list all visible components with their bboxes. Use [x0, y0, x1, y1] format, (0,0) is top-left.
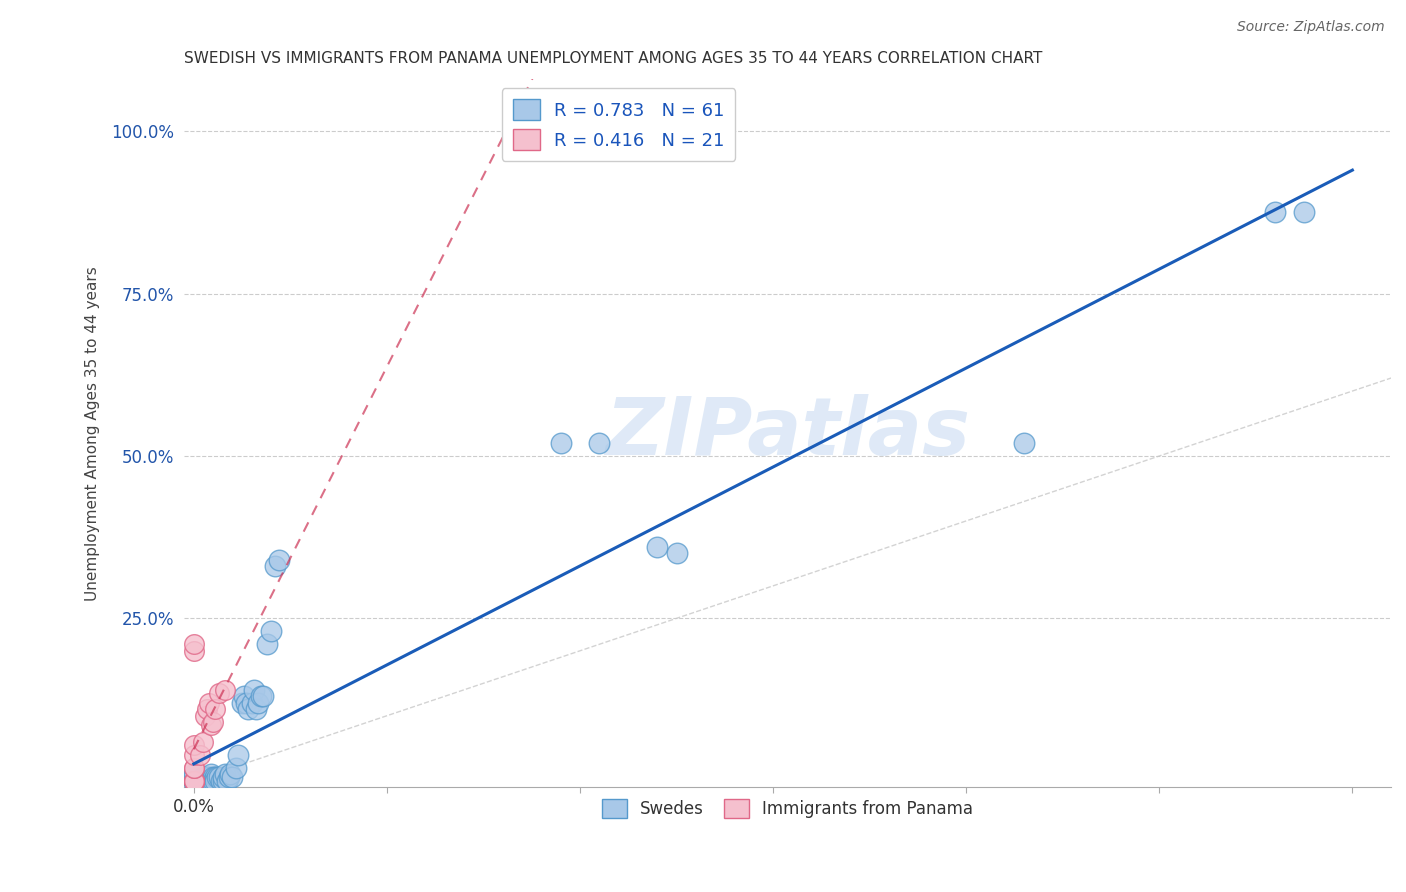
Point: [183, 773, 205, 788]
Point: [198, 773, 221, 788]
Point: [202, 771, 225, 785]
Text: SWEDISH VS IMMIGRANTS FROM PANAMA UNEMPLOYMENT AMONG AGES 35 TO 44 YEARS CORRELA: SWEDISH VS IMMIGRANTS FROM PANAMA UNEMPL…: [184, 51, 1042, 66]
Point: [183, 747, 205, 762]
Point: [183, 644, 205, 658]
Point: [190, 773, 212, 788]
Point: [188, 773, 211, 788]
Point: [200, 767, 222, 781]
Point: [183, 773, 205, 788]
Point: [204, 771, 226, 785]
Point: [183, 767, 205, 781]
Point: [209, 773, 232, 788]
Point: [202, 715, 225, 730]
Point: [188, 773, 211, 788]
Point: [245, 702, 267, 716]
Point: [200, 718, 222, 732]
Point: [267, 553, 290, 567]
Point: [235, 696, 257, 710]
Point: [194, 773, 217, 788]
Point: [208, 686, 231, 700]
Point: [215, 773, 238, 788]
Point: [183, 771, 205, 785]
Point: [194, 771, 217, 785]
Point: [183, 773, 205, 788]
Point: [588, 436, 610, 450]
Point: [226, 747, 249, 762]
Point: [183, 773, 205, 788]
Point: [211, 773, 233, 788]
Point: [1294, 205, 1316, 219]
Point: [195, 771, 218, 785]
Point: [225, 761, 247, 775]
Point: [195, 702, 218, 716]
Point: [256, 637, 278, 651]
Point: [183, 773, 205, 788]
Text: ZIPatlas: ZIPatlas: [605, 394, 970, 472]
Point: [645, 540, 668, 554]
Point: [252, 690, 274, 704]
Point: [183, 773, 205, 788]
Point: [193, 735, 215, 749]
Point: [183, 773, 205, 788]
Point: [214, 682, 236, 697]
Point: [236, 702, 259, 716]
Point: [204, 702, 226, 716]
Point: [193, 771, 215, 785]
Text: Source: ZipAtlas.com: Source: ZipAtlas.com: [1237, 20, 1385, 34]
Point: [211, 771, 233, 785]
Point: [240, 696, 263, 710]
Point: [183, 773, 205, 788]
Point: [198, 696, 221, 710]
Point: [183, 767, 205, 781]
Point: [194, 708, 217, 723]
Point: [183, 771, 205, 785]
Point: [183, 761, 205, 775]
Point: [183, 738, 205, 752]
Point: [264, 559, 287, 574]
Point: [190, 773, 212, 788]
Point: [1012, 436, 1035, 450]
Point: [246, 696, 269, 710]
Point: [242, 682, 264, 697]
Point: [183, 637, 205, 651]
Y-axis label: Unemployment Among Ages 35 to 44 years: Unemployment Among Ages 35 to 44 years: [86, 266, 100, 600]
Point: [200, 773, 222, 788]
Point: [183, 773, 205, 788]
Point: [250, 690, 273, 704]
Point: [221, 771, 243, 785]
Point: [233, 690, 256, 704]
Point: [205, 771, 228, 785]
Point: [665, 546, 688, 560]
Point: [219, 767, 242, 781]
Point: [260, 624, 283, 639]
Point: [198, 773, 221, 788]
Point: [183, 773, 205, 788]
Point: [202, 773, 225, 788]
Point: [193, 773, 215, 788]
Point: [198, 771, 221, 785]
Point: [231, 696, 253, 710]
Point: [218, 771, 240, 785]
Point: [208, 771, 231, 785]
Point: [214, 767, 236, 781]
Point: [188, 747, 211, 762]
Point: [183, 761, 205, 775]
Point: [550, 436, 572, 450]
Point: [183, 773, 205, 788]
Legend: Swedes, Immigrants from Panama: Swedes, Immigrants from Panama: [595, 792, 980, 825]
Point: [1264, 205, 1286, 219]
Point: [204, 773, 226, 788]
